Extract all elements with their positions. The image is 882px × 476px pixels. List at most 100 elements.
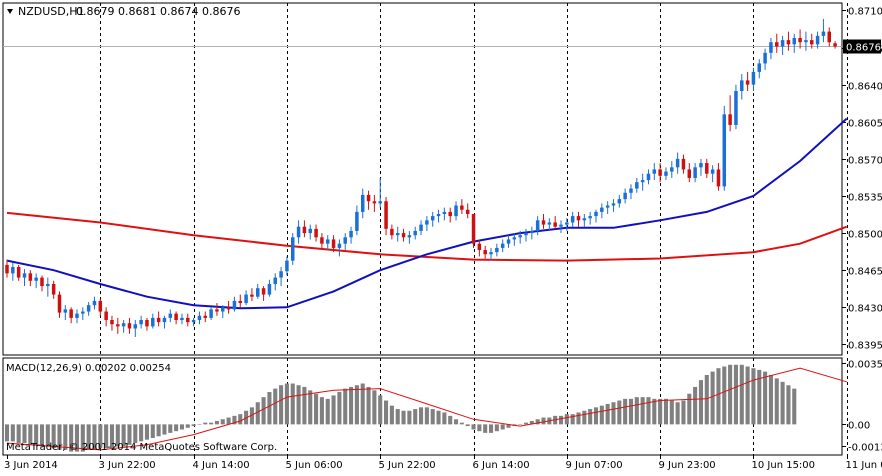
price-tick-label: 0.8640 — [848, 82, 882, 93]
candle-body — [274, 278, 277, 284]
candle-body — [810, 40, 813, 44]
x-tick-label: 9 Jun 07:00 — [566, 460, 623, 471]
candle-body — [285, 261, 288, 272]
macd-histogram-bar — [162, 424, 166, 434]
macd-histogram-bar — [209, 423, 213, 425]
macd-histogram-bar — [442, 412, 446, 424]
candle-body — [151, 318, 154, 326]
candle-body — [110, 320, 113, 324]
candle-body — [408, 235, 411, 237]
candle-body — [448, 212, 451, 216]
candle-body — [653, 169, 656, 173]
candle-body — [466, 210, 469, 214]
x-tick-label: 3 Jun 22:00 — [99, 460, 156, 471]
candle-body — [104, 312, 107, 320]
candle-body — [658, 169, 661, 175]
price-tick-label: 0.8570 — [848, 156, 882, 167]
candle-body — [682, 159, 685, 170]
candle-body — [169, 314, 172, 318]
macd-histogram-bar — [681, 401, 685, 425]
candle-body — [460, 206, 463, 210]
candle-body — [186, 318, 189, 322]
candle — [472, 214, 475, 248]
candle-body — [489, 252, 492, 254]
candle-body — [717, 169, 720, 186]
candle-body — [530, 231, 533, 233]
candle-body — [559, 225, 562, 227]
macd-histogram-bar — [734, 365, 738, 425]
macd-histogram-bar — [285, 384, 289, 425]
macd-histogram-bar — [477, 424, 481, 431]
macd-histogram-bar — [664, 399, 668, 425]
macd-histogram-bar — [5, 424, 9, 441]
macd-histogram-bar — [751, 368, 755, 424]
macd-histogram-bar — [413, 409, 417, 424]
candle-body — [314, 229, 317, 237]
candle-body — [553, 222, 556, 226]
candle-body — [52, 284, 55, 295]
price-tick-label: 0.8535 — [848, 193, 882, 204]
candle-body — [711, 169, 714, 173]
candle-body — [163, 318, 166, 322]
candle-body — [320, 237, 323, 243]
macd-histogram-bar — [320, 397, 324, 424]
candle-body — [93, 301, 96, 305]
macd-histogram-bar — [792, 389, 796, 425]
macd-histogram-bar — [267, 392, 271, 424]
candle-body — [215, 309, 218, 311]
candle-body — [612, 203, 615, 205]
candle-body — [734, 91, 737, 125]
macd-histogram-bar — [606, 404, 610, 424]
candle-body — [577, 216, 580, 220]
candle-body — [373, 201, 376, 203]
price-panel: 0.87100.86750.86400.86050.85700.85350.85… — [3, 3, 882, 355]
candle-body — [256, 288, 259, 296]
candle-body — [303, 227, 306, 233]
x-tick-label: 5 Jun 22:00 — [379, 460, 436, 471]
x-tick-label: 5 Jun 06:00 — [286, 460, 343, 471]
macd-histogram-bar — [693, 387, 697, 424]
macd-histogram-bar — [763, 372, 767, 425]
macd-histogram-bar — [203, 423, 207, 425]
candle-body — [192, 320, 195, 322]
candle-body — [478, 244, 481, 250]
macd-histogram-bar — [541, 418, 545, 425]
candle-body — [227, 307, 230, 309]
macd-histogram-bar — [355, 385, 359, 424]
macd-histogram-bar — [372, 390, 376, 424]
candle-body — [384, 201, 387, 229]
candle-body — [244, 295, 247, 303]
macd-histogram-bar — [641, 397, 645, 424]
price-tick-label: 0.8605 — [848, 119, 882, 130]
macd-histogram-bar — [728, 365, 732, 425]
candle-body — [472, 214, 475, 244]
macd-histogram-bar — [378, 395, 382, 424]
macd-histogram-bar — [565, 414, 569, 424]
candle-body — [763, 53, 766, 64]
candle-body — [542, 220, 545, 224]
candle-body — [781, 40, 784, 46]
candle-body — [507, 239, 510, 243]
candle-body — [355, 212, 358, 231]
candle-body — [308, 229, 311, 233]
candle-body — [769, 42, 772, 53]
candle-body — [396, 233, 399, 235]
macd-histogram-bar — [489, 424, 493, 433]
macd-histogram-bar — [623, 399, 627, 425]
candle-body — [828, 32, 831, 43]
candle-body — [600, 208, 603, 212]
macd-histogram-bar — [501, 424, 505, 429]
candle-body — [239, 301, 242, 303]
candle — [723, 106, 726, 191]
macd-histogram-bar — [699, 380, 703, 424]
macd-histogram-bar — [711, 372, 715, 425]
x-tick-label: 11 Jun 07:00 — [846, 460, 882, 471]
macd-histogram-bar — [349, 387, 353, 424]
candle-body — [495, 248, 498, 252]
macd-histogram-bar — [151, 424, 155, 438]
x-tick-label: 9 Jun 23:00 — [659, 460, 716, 471]
macd-tick-label: 0.00358 — [848, 360, 882, 371]
macd-histogram-bar — [302, 387, 306, 424]
candle-body — [361, 195, 364, 212]
